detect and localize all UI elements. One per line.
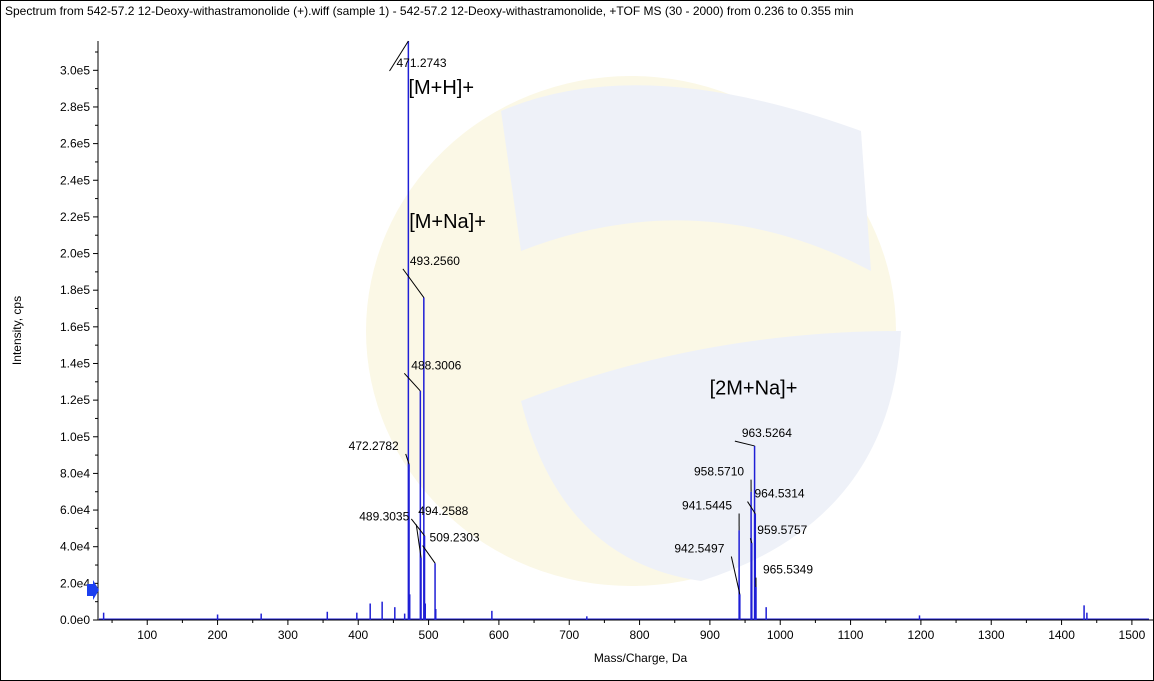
y-tick-label: 1.2e5 bbox=[60, 393, 90, 407]
x-tick-label: 300 bbox=[278, 628, 298, 642]
peak-label: 965.5349 bbox=[763, 563, 813, 577]
watermark-lower-arc bbox=[521, 331, 901, 581]
x-tick-label: 100 bbox=[137, 628, 157, 642]
peak-leader-line bbox=[747, 501, 756, 514]
y-tick-label: 2.8e5 bbox=[60, 100, 90, 114]
x-tick-label: 1300 bbox=[978, 628, 1005, 642]
x-tick-label: 1000 bbox=[767, 628, 794, 642]
peak-leader-line bbox=[389, 40, 409, 72]
peak-leader-line bbox=[415, 524, 422, 558]
peak-label: 964.5314 bbox=[754, 487, 804, 501]
y-tick-label: 2.2e5 bbox=[60, 210, 90, 224]
y-tick-label: 6.0e4 bbox=[60, 503, 90, 517]
y-tick-label: 3.0e5 bbox=[60, 63, 90, 77]
x-axis-label: Mass/Charge, Da bbox=[594, 651, 688, 665]
x-tick-label: 200 bbox=[208, 628, 228, 642]
y-tick-label: 1.0e5 bbox=[60, 430, 90, 444]
spectrum-title: Spectrum from 542-57.2 12-Deoxy-withastr… bbox=[5, 4, 854, 18]
peak-leader-line bbox=[734, 440, 755, 447]
y-tick-label: 8.0e4 bbox=[60, 466, 90, 480]
peak-label: 941.5445 bbox=[682, 498, 732, 512]
y-tick-label: 2.6e5 bbox=[60, 137, 90, 151]
peak-label: 472.2782 bbox=[349, 439, 399, 453]
y-tick-label: 2.0e4 bbox=[60, 576, 90, 590]
y-tick-label: 0.0e0 bbox=[60, 613, 90, 627]
y-tick-label: 4.0e4 bbox=[60, 540, 90, 554]
peak-leader-line bbox=[749, 538, 753, 544]
peak-label: 942.5497 bbox=[674, 542, 724, 556]
x-tick-label: 1500 bbox=[1119, 628, 1146, 642]
y-axis-label: Intensity, cps bbox=[10, 296, 24, 365]
threshold-marker-icon[interactable] bbox=[87, 580, 99, 600]
x-tick-label: 1100 bbox=[838, 628, 864, 642]
ion-label: [M+Na]+ bbox=[409, 211, 486, 233]
peak-label: 493.2560 bbox=[410, 254, 460, 268]
x-tick-label: 1400 bbox=[1048, 628, 1075, 642]
watermark-logo bbox=[366, 76, 901, 586]
x-tick-label: 900 bbox=[700, 628, 720, 642]
y-tick-label: 1.6e5 bbox=[60, 320, 90, 334]
x-tick-label: 600 bbox=[489, 628, 509, 642]
x-tick-label: 400 bbox=[348, 628, 368, 642]
spectrum-trace bbox=[87, 41, 1149, 620]
peak-label: 471.2743 bbox=[397, 56, 447, 70]
x-tick-label: 700 bbox=[559, 628, 579, 642]
peak-leader-line bbox=[403, 372, 421, 392]
peak-leader-line bbox=[410, 518, 425, 537]
ion-label: [M+H]+ bbox=[408, 77, 474, 99]
axes: 0.0e0 2.0e4 4.0e4 6.0e4 8.0e4 1.0e5 1.2e5 1.4e5… bbox=[60, 41, 1153, 642]
peak-label: 489.3035 bbox=[359, 509, 409, 523]
x-tick-label: 500 bbox=[419, 628, 439, 642]
watermark-upper-arc bbox=[501, 85, 871, 272]
peak-leader-line bbox=[405, 453, 410, 465]
peak-label: 959.5757 bbox=[757, 523, 807, 537]
y-tick-label: 1.4e5 bbox=[60, 356, 90, 370]
peak-annotations: 471.2743 493.2560 488.3006 472.2782 489.3035… bbox=[349, 40, 813, 595]
x-tick-label: 1200 bbox=[908, 628, 935, 642]
y-tick-label: 2.0e5 bbox=[60, 247, 90, 261]
peak-label: 494.2588 bbox=[418, 504, 468, 518]
peak-leader-line bbox=[402, 268, 425, 298]
peak-label: 488.3006 bbox=[411, 358, 461, 372]
peak-label: 963.5264 bbox=[742, 426, 792, 440]
y-tick-label: 2.4e5 bbox=[60, 173, 90, 187]
peak-leader-line bbox=[422, 545, 436, 564]
peak-label: 958.5710 bbox=[694, 465, 744, 479]
y-tick-label: 1.8e5 bbox=[60, 283, 90, 297]
ion-label: [2M+Na]+ bbox=[710, 378, 798, 400]
peak-leader-line bbox=[730, 556, 741, 595]
x-tick-label: 800 bbox=[630, 628, 650, 642]
peak-label: 509.2303 bbox=[430, 531, 480, 545]
